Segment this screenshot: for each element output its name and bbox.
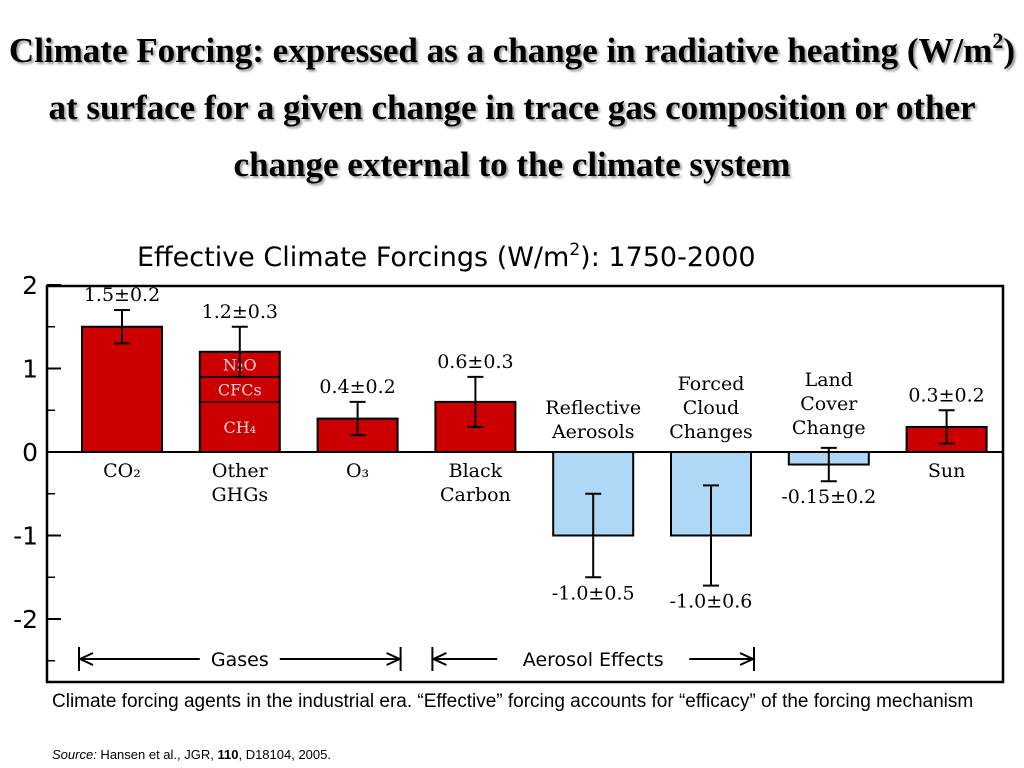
source-citation: Source: Hansen et al., JGR, 110, D18104,… (52, 747, 331, 762)
bar-segment-label: CH₄ (223, 418, 256, 437)
category-label: Forced (678, 373, 745, 395)
category-label: Sun (928, 460, 966, 482)
chart-title-prefix: Effective Climate Forcings (W/m (137, 242, 569, 273)
plot-frame (45, 284, 1005, 684)
category-label: Black (449, 460, 503, 482)
bar-segment-label: CFCs (218, 380, 262, 399)
figure-caption: Climate forcing agents in the industrial… (52, 691, 974, 712)
forcings-chart: Effective Climate Forcings (W/m2): 1750-… (13, 240, 1005, 684)
category-label: Carbon (440, 484, 511, 506)
source-text-1: Hansen et al., JGR, (96, 747, 218, 762)
group-arrow-right (739, 652, 756, 666)
group-arrow-left (431, 652, 447, 666)
category-label: Changes (669, 421, 753, 443)
category-label: GHGs (211, 484, 268, 506)
category-label: Cover (800, 393, 858, 415)
group-arrow-left (77, 652, 94, 666)
y-tick-label: -2 (13, 605, 38, 634)
value-label: 0.3±0.2 (908, 384, 984, 406)
group-label: Gases (211, 649, 269, 671)
category-label: Reflective (545, 397, 641, 419)
category-label: O₃ (346, 460, 369, 482)
slide-title-superscript: 2 (992, 28, 1004, 53)
groups-layer: Gases Aerosol Effects (77, 647, 756, 671)
category-label: Change (792, 417, 866, 439)
slide-title: Climate Forcing: expressed as a change i… (0, 22, 1024, 193)
value-label: 1.5±0.2 (84, 284, 160, 306)
value-label: -1.0±0.6 (670, 591, 753, 613)
y-tick-label: 2 (22, 271, 38, 300)
value-label: 1.2±0.3 (202, 301, 278, 323)
category-label: Other (212, 460, 269, 482)
y-tick-label: 0 (22, 438, 38, 467)
y-tick-label: 1 (22, 355, 38, 384)
source-prefix: Source: (52, 747, 97, 762)
chart-title-superscript: 2 (569, 240, 580, 260)
source-volume: 110 (217, 747, 239, 762)
category-label: Aerosols (551, 421, 635, 443)
chart-title: Effective Climate Forcings (W/m2): 1750-… (137, 240, 756, 273)
category-label: CO₂ (103, 460, 141, 482)
group-arrow-right (386, 652, 402, 666)
value-label: 0.4±0.2 (319, 376, 395, 398)
bar (81, 325, 163, 453)
chart-title-suffix: ): 1750-2000 (580, 242, 755, 273)
category-label: Land (805, 369, 853, 391)
value-label: 0.6±0.3 (437, 351, 513, 373)
slide-title-part1: Climate Forcing: expressed as a change i… (8, 31, 993, 70)
category-label: Cloud (683, 397, 739, 419)
value-label: -1.0±0.5 (552, 582, 635, 604)
group-label: Aerosol Effects (523, 649, 664, 671)
y-tick-label: -1 (13, 522, 38, 551)
source-text-2: , D18104, 2005. (238, 747, 331, 762)
slide-title-part2: ) at surface for a given change in trace… (48, 31, 1016, 184)
value-label: -0.15±0.2 (781, 486, 876, 508)
